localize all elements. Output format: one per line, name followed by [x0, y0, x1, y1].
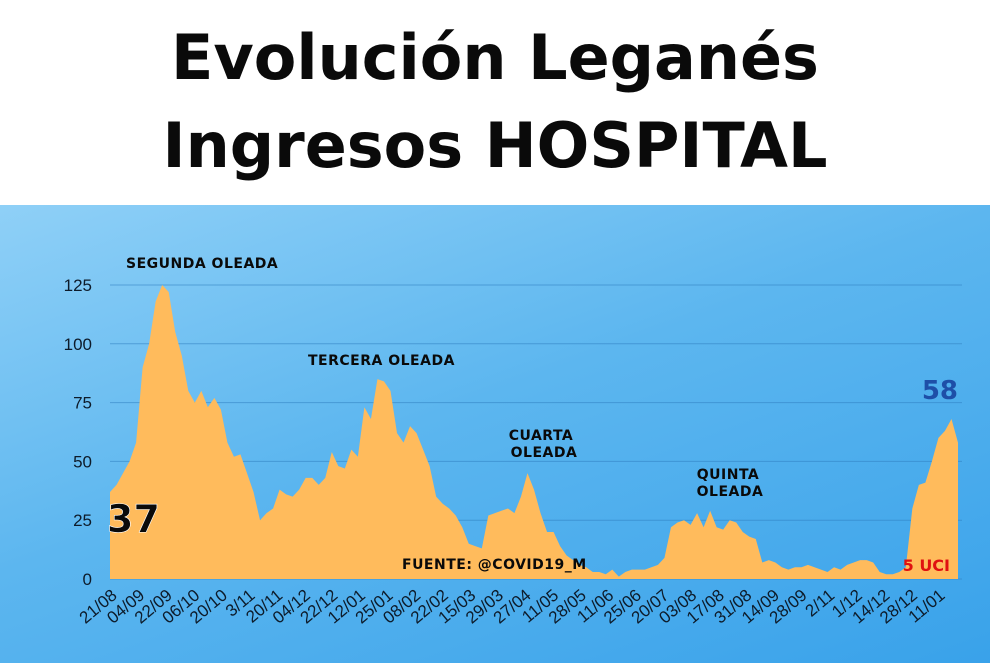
- y-tick-label: 50: [73, 452, 92, 471]
- y-axis-ticks: 0 25 50 75 100 125: [64, 276, 92, 589]
- y-tick-label: 75: [73, 394, 92, 413]
- annotation-tercera-oleada: TERCERA OLEADA: [308, 353, 455, 369]
- y-tick-label: 100: [64, 335, 92, 354]
- title-block: Evolución Leganés Ingresos HOSPITAL: [0, 0, 990, 205]
- area-layer: [110, 285, 958, 579]
- y-tick-label: 25: [73, 511, 92, 530]
- annotation-segunda-oleada: SEGUNDA OLEADA: [126, 256, 278, 272]
- annotation-quinta-oleada: QUINTA: [697, 467, 760, 483]
- title-line-2: Ingresos HOSPITAL: [162, 109, 828, 182]
- last-value-label: 58: [922, 376, 958, 406]
- area-chart: 0 25 50 75 100 125 21/0804/0922/0906/1020/103…: [64, 256, 962, 628]
- area-series: [110, 285, 958, 579]
- x-axis-ticks: 21/0804/0922/0906/1020/103/1120/1104/122…: [76, 586, 949, 628]
- annotation-cuarta-oleada-line2: OLEADA: [511, 445, 578, 461]
- annotation-fuente: FUENTE: @COVID19_M: [402, 557, 587, 573]
- uci-label: 5 UCI: [903, 556, 950, 575]
- first-value-label: 37: [107, 497, 160, 541]
- y-tick-label: 125: [64, 276, 92, 295]
- y-tick-label: 0: [83, 570, 92, 589]
- title-line-1: Evolución Leganés: [171, 21, 819, 94]
- annotation-cuarta-oleada: CUARTA: [509, 428, 574, 444]
- annotation-quinta-oleada-line2: OLEADA: [697, 484, 764, 500]
